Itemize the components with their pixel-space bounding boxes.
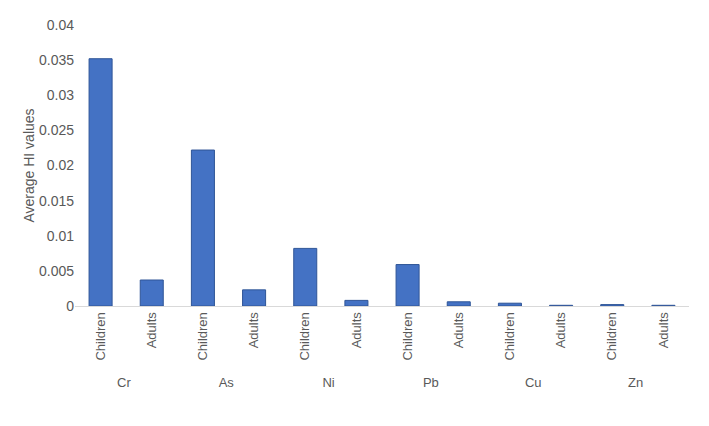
svg-text:0.025: 0.025 [39,122,74,138]
svg-text:Ni: Ni [322,375,334,390]
svg-text:Children: Children [195,312,210,360]
svg-text:Cu: Cu [525,375,542,390]
svg-text:Children: Children [502,312,517,360]
svg-text:0.01: 0.01 [47,228,74,244]
svg-text:Adults: Adults [553,312,568,349]
svg-text:Children: Children [400,312,415,360]
svg-text:As: As [219,375,235,390]
svg-text:Children: Children [297,312,312,360]
svg-text:Children: Children [93,312,108,360]
svg-text:0.005: 0.005 [39,263,74,279]
svg-text:0: 0 [66,298,74,314]
svg-text:Pb: Pb [423,375,439,390]
svg-text:Cr: Cr [117,375,131,390]
svg-text:0.04: 0.04 [47,17,74,33]
svg-text:0.02: 0.02 [47,157,74,173]
svg-text:Adults: Adults [144,312,159,349]
svg-text:Adults: Adults [349,312,364,349]
svg-text:Average HI values: Average HI values [21,108,37,222]
svg-text:0.035: 0.035 [39,52,74,68]
svg-text:Adults: Adults [246,312,261,349]
svg-text:Zn: Zn [628,375,643,390]
svg-text:0.015: 0.015 [39,193,74,209]
svg-text:Children: Children [604,312,619,360]
svg-text:Adults: Adults [656,312,671,349]
svg-text:0.03: 0.03 [47,87,74,103]
svg-text:Adults: Adults [451,312,466,349]
